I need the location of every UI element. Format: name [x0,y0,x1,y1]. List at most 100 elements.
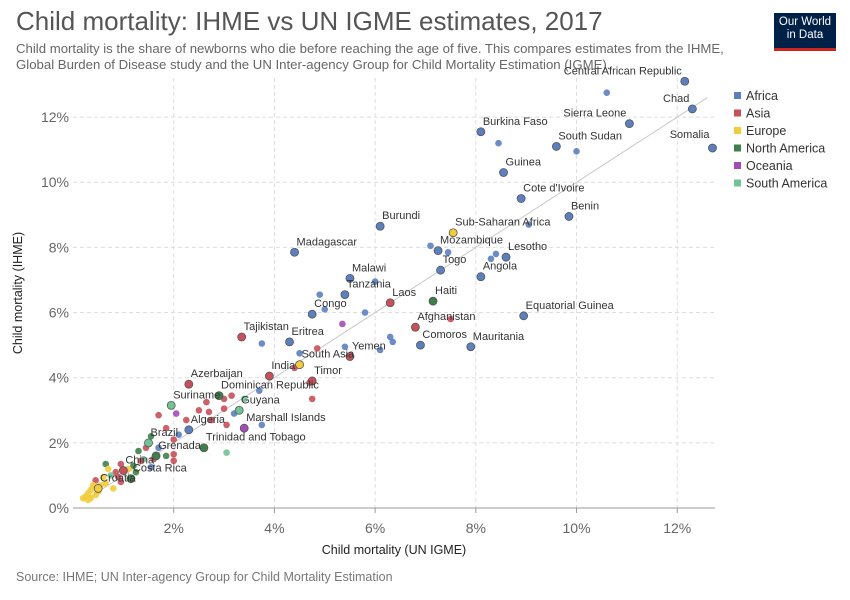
data-point [117,478,125,486]
data-point [132,468,140,476]
label-costa-rica: Costa Rica [133,463,188,475]
label-laos: Laos [392,287,416,299]
point-congo [307,309,317,319]
y-equals-x-line [82,97,708,502]
legend-swatch-north-america [734,144,741,152]
label-benin: Benin [571,200,599,212]
point-dominican-republic [214,391,224,401]
data-point [321,305,329,313]
data-point [492,250,500,258]
y-tick-label: 10% [41,174,69,190]
data-point [573,147,580,155]
owid-logo[interactable]: Our World in Data [774,13,836,51]
data-point [107,472,115,479]
data-point [296,349,303,357]
label-mozambique: Mozambique [440,235,503,247]
point-malawi [345,273,355,283]
data-point [258,340,266,347]
data-point [313,345,321,352]
data-point [175,431,183,439]
label-tajikistan: Tajikistan [244,321,289,333]
point-mauritania [466,342,476,352]
label-sub-saharan-africa: Sub-Saharan Africa [455,217,551,229]
label-guyana: Guyana [241,394,280,406]
y-tick-label: 12% [41,109,69,125]
data-point [104,465,112,473]
source-note: Source: IHME; UN Inter-agency Group for … [16,570,393,584]
axes [73,507,715,513]
x-axis-label: Child mortality (UN IGME) [322,543,466,557]
point-lesotho [501,252,511,262]
data-point [155,411,162,419]
label-burundi: Burundi [382,210,420,222]
legend-item-north-america: North America [746,142,825,156]
x-tick-label: 10% [563,520,591,536]
data-point [308,395,316,403]
data-point [170,450,178,458]
data-point [256,387,263,395]
data-point [195,406,203,414]
point-burkina-faso [476,127,486,137]
data-point [208,416,215,424]
label-tanzania: Tanzania [347,279,392,291]
legend-item-asia: Asia [746,107,770,121]
data-point [240,395,248,403]
data-point [137,457,145,465]
y-axis-label: Child mortality (IHME) [11,232,25,354]
data-point [376,346,384,354]
label-grenada: Grenada [158,440,202,452]
data-point [228,392,235,399]
point-angola [476,272,486,282]
data-point [99,473,107,481]
label-congo: Congo [314,298,346,310]
point-timor [307,376,317,386]
legend-item-europe: Europe [746,124,786,138]
x-tick-label: 8% [466,520,486,536]
logo-line-2: in Data [786,29,824,41]
x-tick-label: 12% [663,520,691,536]
point-benin [564,212,574,221]
label-haiti: Haiti [435,285,457,297]
legend-swatch-oceania [734,162,741,169]
point-india [264,371,274,381]
label-algeria: Algeria [191,414,226,426]
point-laos [385,298,395,308]
point-azerbaijan [184,379,194,389]
point-sierra-leone [625,119,634,129]
label-azerbaijan: Azerbaijan [191,368,243,380]
point-labels: Central African Republic Chad Sierra Leone… [100,65,710,484]
data-point [361,309,369,316]
data-point [170,436,178,443]
label-equatorial-guinea: Equatorial Guinea [526,300,615,312]
data-point [487,255,495,263]
point-china [118,466,128,475]
data-point [102,460,110,468]
data-point [162,452,170,460]
point-eritrea [285,337,294,347]
data-point [495,139,502,147]
point-equatorial-guinea [519,311,529,321]
label-suriname: Suriname [173,389,220,401]
data-points [79,76,717,504]
point-somalia [708,143,717,153]
label-lesotho: Lesotho [508,241,547,253]
data-point [258,421,266,429]
label-afghanistan: Afghanistan [417,311,475,323]
data-point [170,457,178,465]
label-marshall-islands: Marshall Islands [246,412,326,424]
label-guinea: Guinea [506,156,542,168]
data-point [172,410,180,417]
data-point [162,424,170,432]
y-tick-label: 2% [49,435,69,451]
data-point [109,485,117,492]
logo-line-1: Our World [778,16,832,28]
point-tajikistan [237,332,247,342]
point-madagascar [290,247,299,257]
legend-item-oceania: Oceania [746,159,793,173]
label-croatia: Croatia [100,472,136,484]
point-guyana [234,405,244,415]
label-burkina-faso: Burkina Faso [483,116,548,128]
point-comoros [416,340,425,350]
legend-swatch-south-america [734,179,741,187]
